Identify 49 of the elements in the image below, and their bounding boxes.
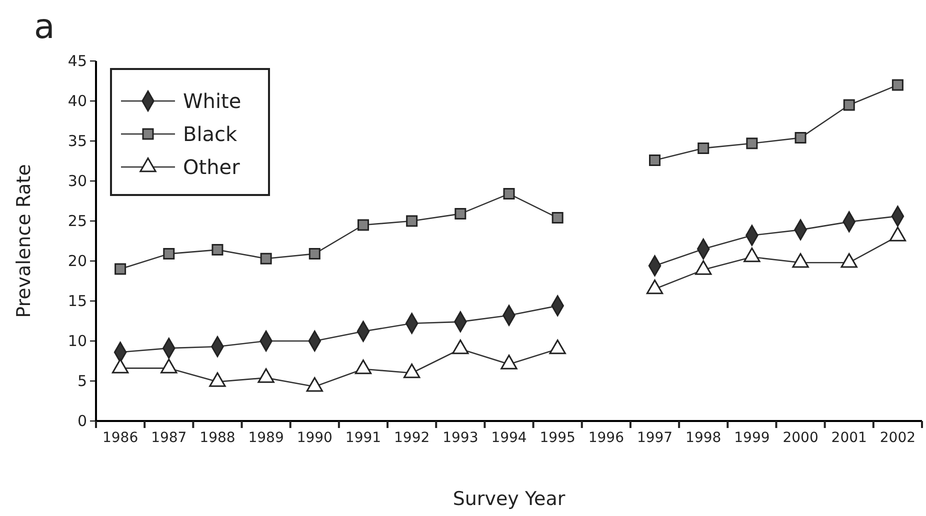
- point: [212, 244, 224, 256]
- y-axis-title: Prevalence Rate: [13, 164, 35, 318]
- y-tick-label: 40: [68, 92, 87, 110]
- y-tick-label: 30: [68, 172, 87, 190]
- y-tick-label: 10: [68, 332, 87, 350]
- y-tick-label: 15: [68, 292, 87, 310]
- point: [746, 138, 758, 150]
- point: [308, 248, 320, 260]
- point: [843, 99, 855, 111]
- x-axis-title: Survey Year: [452, 488, 566, 510]
- x-tick-label: 2000: [782, 430, 818, 446]
- x-tick-label: 1998: [686, 430, 722, 446]
- point: [406, 215, 418, 227]
- x-tick-label: 1992: [394, 430, 430, 446]
- x-tick-label: 1989: [248, 430, 284, 446]
- x-tick-label: 1987: [151, 430, 187, 446]
- x-tick-label: 1990: [296, 430, 332, 446]
- x-tick-label: 1986: [102, 430, 138, 446]
- x-tick-label: 2002: [880, 430, 916, 446]
- x-tick-label: 1999: [734, 430, 770, 446]
- legend-label: Other: [183, 155, 241, 179]
- point: [649, 154, 661, 166]
- x-tick-label: 1993: [442, 430, 478, 446]
- legend-label: Black: [183, 122, 238, 146]
- x-tick-label: 1997: [636, 430, 673, 446]
- point: [114, 263, 126, 275]
- chart-title: a: [34, 7, 55, 47]
- x-tick-label: 1995: [540, 430, 576, 446]
- point: [698, 142, 710, 154]
- point: [503, 188, 515, 200]
- x-tick-label: 2001: [831, 430, 867, 446]
- point: [892, 79, 904, 91]
- point: [260, 252, 272, 264]
- y-tick-label: 5: [77, 372, 87, 390]
- y-tick-label: 45: [68, 52, 87, 70]
- y-tick-label: 0: [77, 412, 87, 430]
- point: [163, 248, 175, 260]
- x-tick-label: 1988: [200, 430, 236, 446]
- legend-label: White: [183, 89, 242, 113]
- y-tick-label: 25: [68, 212, 87, 230]
- y-tick-label: 20: [68, 252, 87, 270]
- point: [357, 219, 369, 231]
- point: [552, 212, 564, 224]
- point: [454, 208, 466, 220]
- point: [794, 132, 806, 144]
- x-tick-label: 1996: [588, 430, 624, 446]
- y-tick-label: 35: [68, 132, 87, 150]
- x-tick-label: 1994: [491, 430, 527, 446]
- x-tick-label: 1991: [345, 430, 382, 446]
